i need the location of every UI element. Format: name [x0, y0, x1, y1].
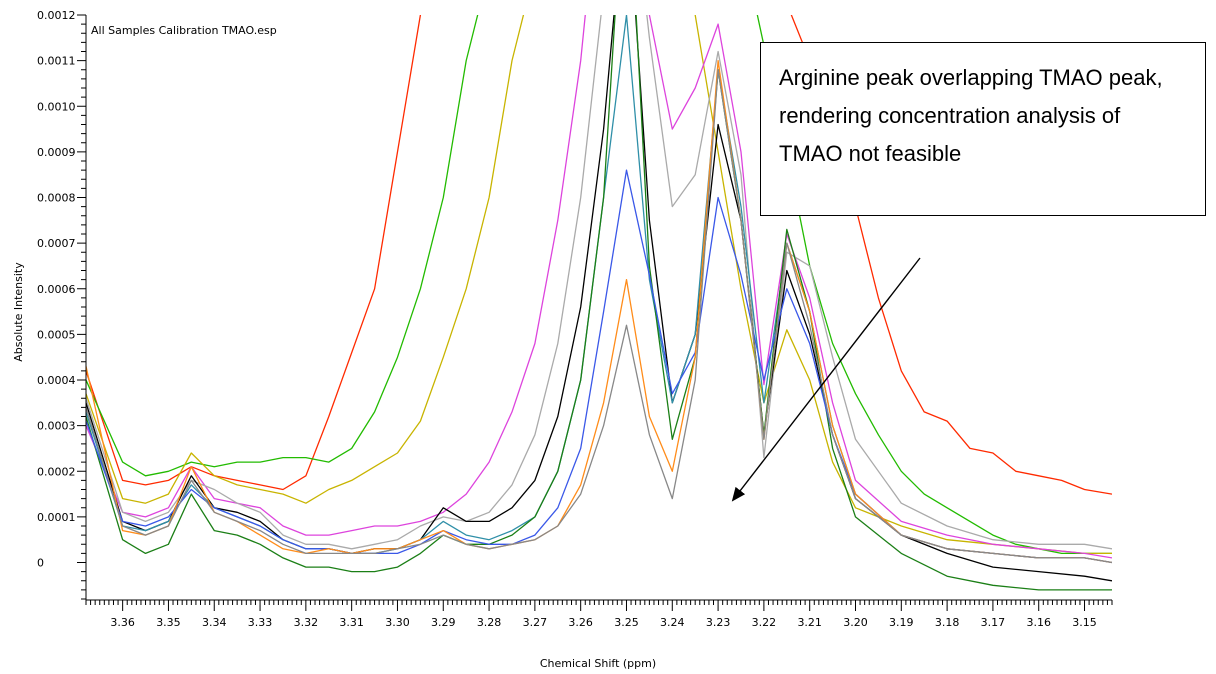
x-tick-label: 3.15 [1072, 616, 1097, 629]
annotation-text: Arginine peak overlapping TMAO peak, ren… [779, 65, 1163, 166]
y-tick-label: 0 [37, 557, 44, 570]
x-tick-label: 3.31 [339, 616, 364, 629]
y-axis-label: Absolute Intensity [12, 262, 25, 362]
y-tick-label: 0.0007 [37, 237, 76, 250]
x-tick-label: 3.18 [935, 616, 960, 629]
axes-group: 3.36 3.35 3.34 3.33 3.32 3.31 3.30 3.29 3.28 3.27… [37, 9, 1113, 629]
series-line-2 [86, 15, 1112, 555]
annotation-arrow [731, 257, 921, 502]
x-tick-label: 3.24 [660, 616, 685, 629]
x-tick-label: 3.35 [156, 616, 181, 629]
y-tick-label: 0.0006 [37, 283, 76, 296]
x-tick-label: 3.19 [889, 616, 914, 629]
y-tick-label: 0.0005 [37, 328, 76, 341]
y-tick-label: 0.0012 [37, 9, 76, 22]
y-tick-label: 0.0003 [37, 420, 76, 433]
x-axis-label: Chemical Shift (ppm) [540, 657, 656, 670]
y-tick-label: 0.0002 [37, 465, 76, 478]
y-tick-label: 0.0008 [37, 192, 76, 205]
x-tick-label: 3.20 [843, 616, 868, 629]
series-group [86, 15, 1112, 591]
x-tick-label: 3.17 [981, 616, 1006, 629]
series-line-1 [86, 15, 1112, 495]
x-tick-label: 3.21 [797, 616, 822, 629]
y-tick-label: 0.0009 [37, 146, 76, 159]
x-tick-label: 3.28 [477, 616, 502, 629]
y-tick-label: 0.0011 [37, 55, 76, 68]
x-tick-label: 3.25 [614, 616, 639, 629]
x-tick-label: 3.16 [1026, 616, 1051, 629]
x-tick-label: 3.27 [523, 616, 548, 629]
x-tick-label: 3.26 [568, 616, 593, 629]
series-line-9 [86, 169, 1112, 564]
y-tick-label: 0.0010 [37, 100, 76, 113]
x-tick-label: 3.22 [752, 616, 777, 629]
series-line-3 [86, 15, 1112, 555]
y-tick-label: 0.0004 [37, 374, 76, 387]
series-line-4 [86, 15, 1112, 559]
series-line-5 [86, 15, 1112, 550]
chart-title: All Samples Calibration TMAO.esp [91, 24, 277, 37]
x-tick-label: 3.30 [385, 616, 410, 629]
x-tick-label: 3.23 [706, 616, 731, 629]
series-line-8 [86, 15, 1112, 591]
x-tick-label: 3.34 [202, 616, 227, 629]
x-tick-label: 3.33 [248, 616, 273, 629]
x-tick-label: 3.32 [294, 616, 319, 629]
series-line-11 [86, 69, 1112, 564]
annotation-callout: Arginine peak overlapping TMAO peak, ren… [760, 42, 1206, 216]
y-tick-label: 0.0001 [37, 511, 76, 524]
x-tick-label: 3.36 [110, 616, 135, 629]
x-tick-label: 3.29 [431, 616, 456, 629]
